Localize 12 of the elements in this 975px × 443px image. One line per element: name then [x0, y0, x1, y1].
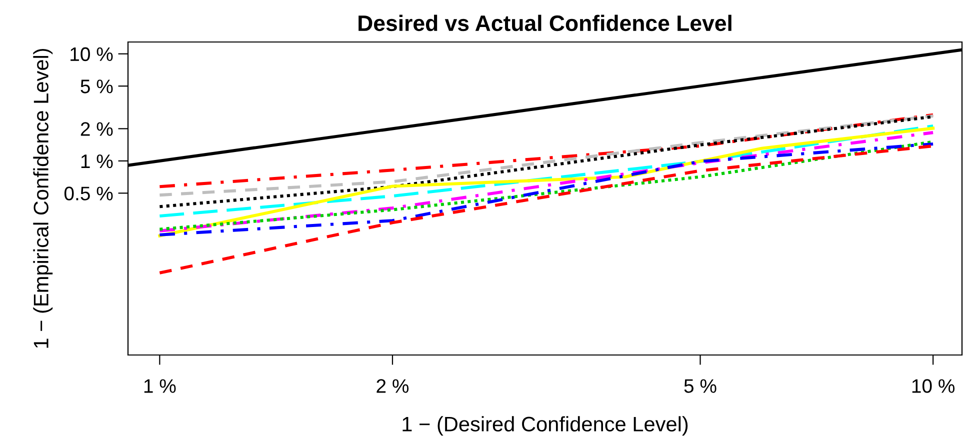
y-tick-label: 10 %: [70, 47, 113, 62]
y-tick-label: 2 %: [80, 122, 113, 136]
x-axis-title: 1 − (Desired Confidence Level): [402, 416, 688, 436]
chart-title: Desired vs Actual Confidence Level: [358, 14, 732, 32]
x-tick-label: 2 %: [376, 379, 409, 393]
y-tick-label: 1 %: [81, 154, 113, 168]
x-tick-label: 5 %: [684, 379, 716, 393]
y-tick-label: 5 %: [80, 80, 113, 94]
x-tick-label: 1 %: [144, 379, 176, 393]
y-axis-title: 1 − (Empirical Confidence Level): [33, 48, 53, 348]
y-tick-label: 0.5 %: [64, 186, 113, 200]
x-tick-label: 10 %: [912, 379, 955, 393]
